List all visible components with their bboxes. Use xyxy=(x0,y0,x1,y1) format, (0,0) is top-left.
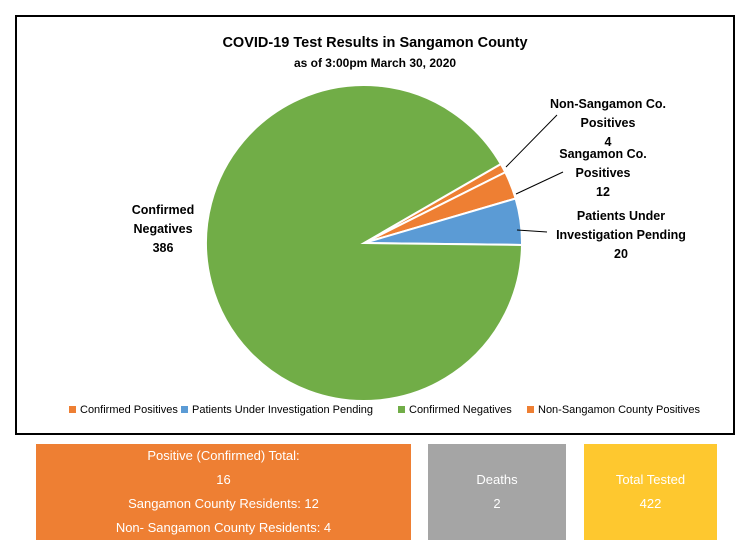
total-tested-value: 422 xyxy=(639,496,662,511)
slice-label-negatives-line-2: Negatives xyxy=(133,222,192,236)
slice-value-sangamon: 12 xyxy=(596,185,610,199)
total-tested-box: Total Tested 422 xyxy=(584,444,717,540)
positive-total-value: 16 xyxy=(216,472,231,487)
deaths-box: Deaths 2 xyxy=(428,444,566,540)
slice-label-pui-line-1: Patients Under xyxy=(577,209,665,223)
slice-value-negatives: 386 xyxy=(153,241,174,255)
leader-line-pui xyxy=(516,229,548,233)
chart-subtitle: as of 3:00pm March 30, 2020 xyxy=(294,56,456,70)
leader-line-sangamon xyxy=(515,171,564,195)
chart-frame: COVID-19 Test Results in Sangamon County… xyxy=(15,15,735,435)
pie-chart: COVID-19 Test Results in Sangamon County… xyxy=(69,35,701,416)
slice-value-pui: 20 xyxy=(614,247,628,261)
deaths-label: Deaths xyxy=(476,472,518,487)
legend-label-2: Patients Under Investigation Pending xyxy=(192,404,373,416)
pie-slice-negatives xyxy=(205,84,524,402)
slice-label-non_sangamon-line-2: Positives xyxy=(581,116,636,130)
slice-value-non_sangamon: 4 xyxy=(605,135,612,149)
slice-label-sangamon-line-2: Positives xyxy=(576,166,631,180)
leader-line-non_sangamon xyxy=(505,114,558,168)
positive-heading: Positive (Confirmed) Total: xyxy=(147,448,300,463)
legend-swatch-4 xyxy=(527,406,534,413)
chart-title: COVID-19 Test Results in Sangamon County xyxy=(222,35,527,51)
legend-label-1: Confirmed Positives xyxy=(80,404,178,416)
legend-swatch-3 xyxy=(398,406,405,413)
positive-total-box: Positive (Confirmed) Total: 16 Sangamon … xyxy=(36,444,411,540)
slice-label-negatives-line-1: Confirmed xyxy=(132,203,195,217)
slice-label-sangamon-line-1: Sangamon Co. xyxy=(559,147,647,161)
sangamon-residents-count: Sangamon County Residents: 12 xyxy=(128,496,319,511)
legend-label-3: Confirmed Negatives xyxy=(409,404,512,416)
total-tested-label: Total Tested xyxy=(615,472,686,487)
slice-label-non_sangamon-line-1: Non-Sangamon Co. xyxy=(550,97,666,111)
legend-swatch-1 xyxy=(69,406,76,413)
legend-swatch-2 xyxy=(181,406,188,413)
non-sangamon-residents-count: Non- Sangamon County Residents: 4 xyxy=(115,520,332,535)
slice-label-pui-line-2: Investigation Pending xyxy=(556,228,686,242)
legend-label-4: Non-Sangamon County Positives xyxy=(538,404,701,416)
deaths-value: 2 xyxy=(493,496,501,511)
